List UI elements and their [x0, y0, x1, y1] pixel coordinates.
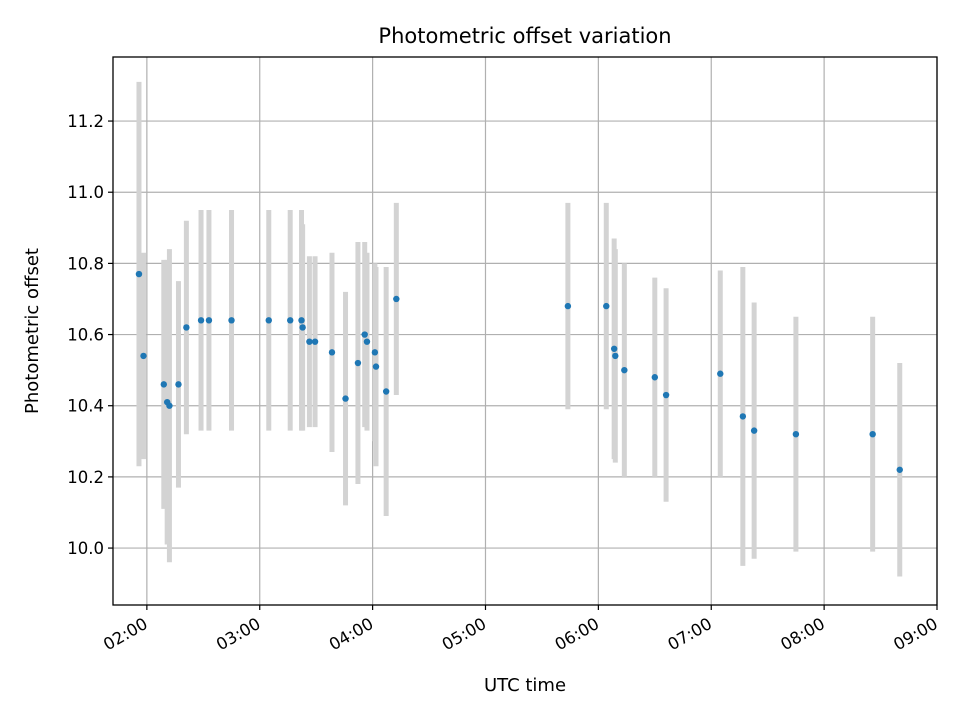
y-tick-label: 11.2 — [67, 112, 104, 131]
data-point — [166, 402, 173, 409]
plot-frame — [112, 56, 938, 606]
data-point — [363, 338, 371, 345]
data-point — [197, 317, 205, 324]
data-point — [792, 430, 800, 438]
data-point — [135, 270, 143, 278]
data-point — [228, 317, 235, 324]
data-point — [175, 381, 182, 388]
data-point — [621, 366, 628, 374]
data-point — [205, 317, 213, 324]
data-point — [382, 388, 390, 395]
y-axis-label: Photometric offset — [22, 248, 43, 414]
data-point — [651, 374, 659, 381]
data-point — [328, 349, 336, 356]
y-tick-label: 11.0 — [67, 183, 104, 202]
data-point — [342, 395, 349, 402]
data-point — [354, 359, 362, 367]
data-point — [306, 338, 313, 345]
data-point — [371, 349, 379, 356]
data-point — [896, 466, 903, 473]
y-axis-ticks: 10.0 10.2 10.4 10.6 10.8 11.0 11.2 — [67, 112, 113, 558]
data-point — [311, 338, 319, 345]
data-point — [265, 317, 272, 324]
data-point — [372, 363, 380, 370]
data-point — [739, 413, 747, 420]
data-point — [750, 427, 758, 434]
y-tick-label: 10.2 — [67, 468, 104, 487]
y-tick-label: 10.0 — [67, 539, 104, 558]
data-point — [393, 295, 400, 303]
x-axis-label: UTC time — [484, 675, 566, 696]
y-tick-label: 10.6 — [67, 326, 104, 345]
data-point — [717, 370, 724, 377]
data-point — [298, 317, 305, 324]
data-point — [183, 324, 190, 331]
data-point — [869, 430, 876, 438]
data-point — [299, 324, 306, 331]
data-point — [662, 391, 670, 399]
data-points — [135, 270, 903, 473]
data-point — [610, 345, 618, 352]
data-point — [160, 381, 167, 388]
chart-title: Photometric offset variation — [378, 24, 671, 48]
data-point — [603, 302, 610, 310]
y-tick-label: 10.8 — [67, 254, 104, 273]
data-point — [287, 317, 294, 324]
data-point — [361, 331, 368, 338]
data-point — [612, 352, 619, 360]
data-point — [564, 302, 572, 310]
y-tick-label: 10.4 — [67, 397, 104, 416]
data-point — [140, 352, 147, 360]
